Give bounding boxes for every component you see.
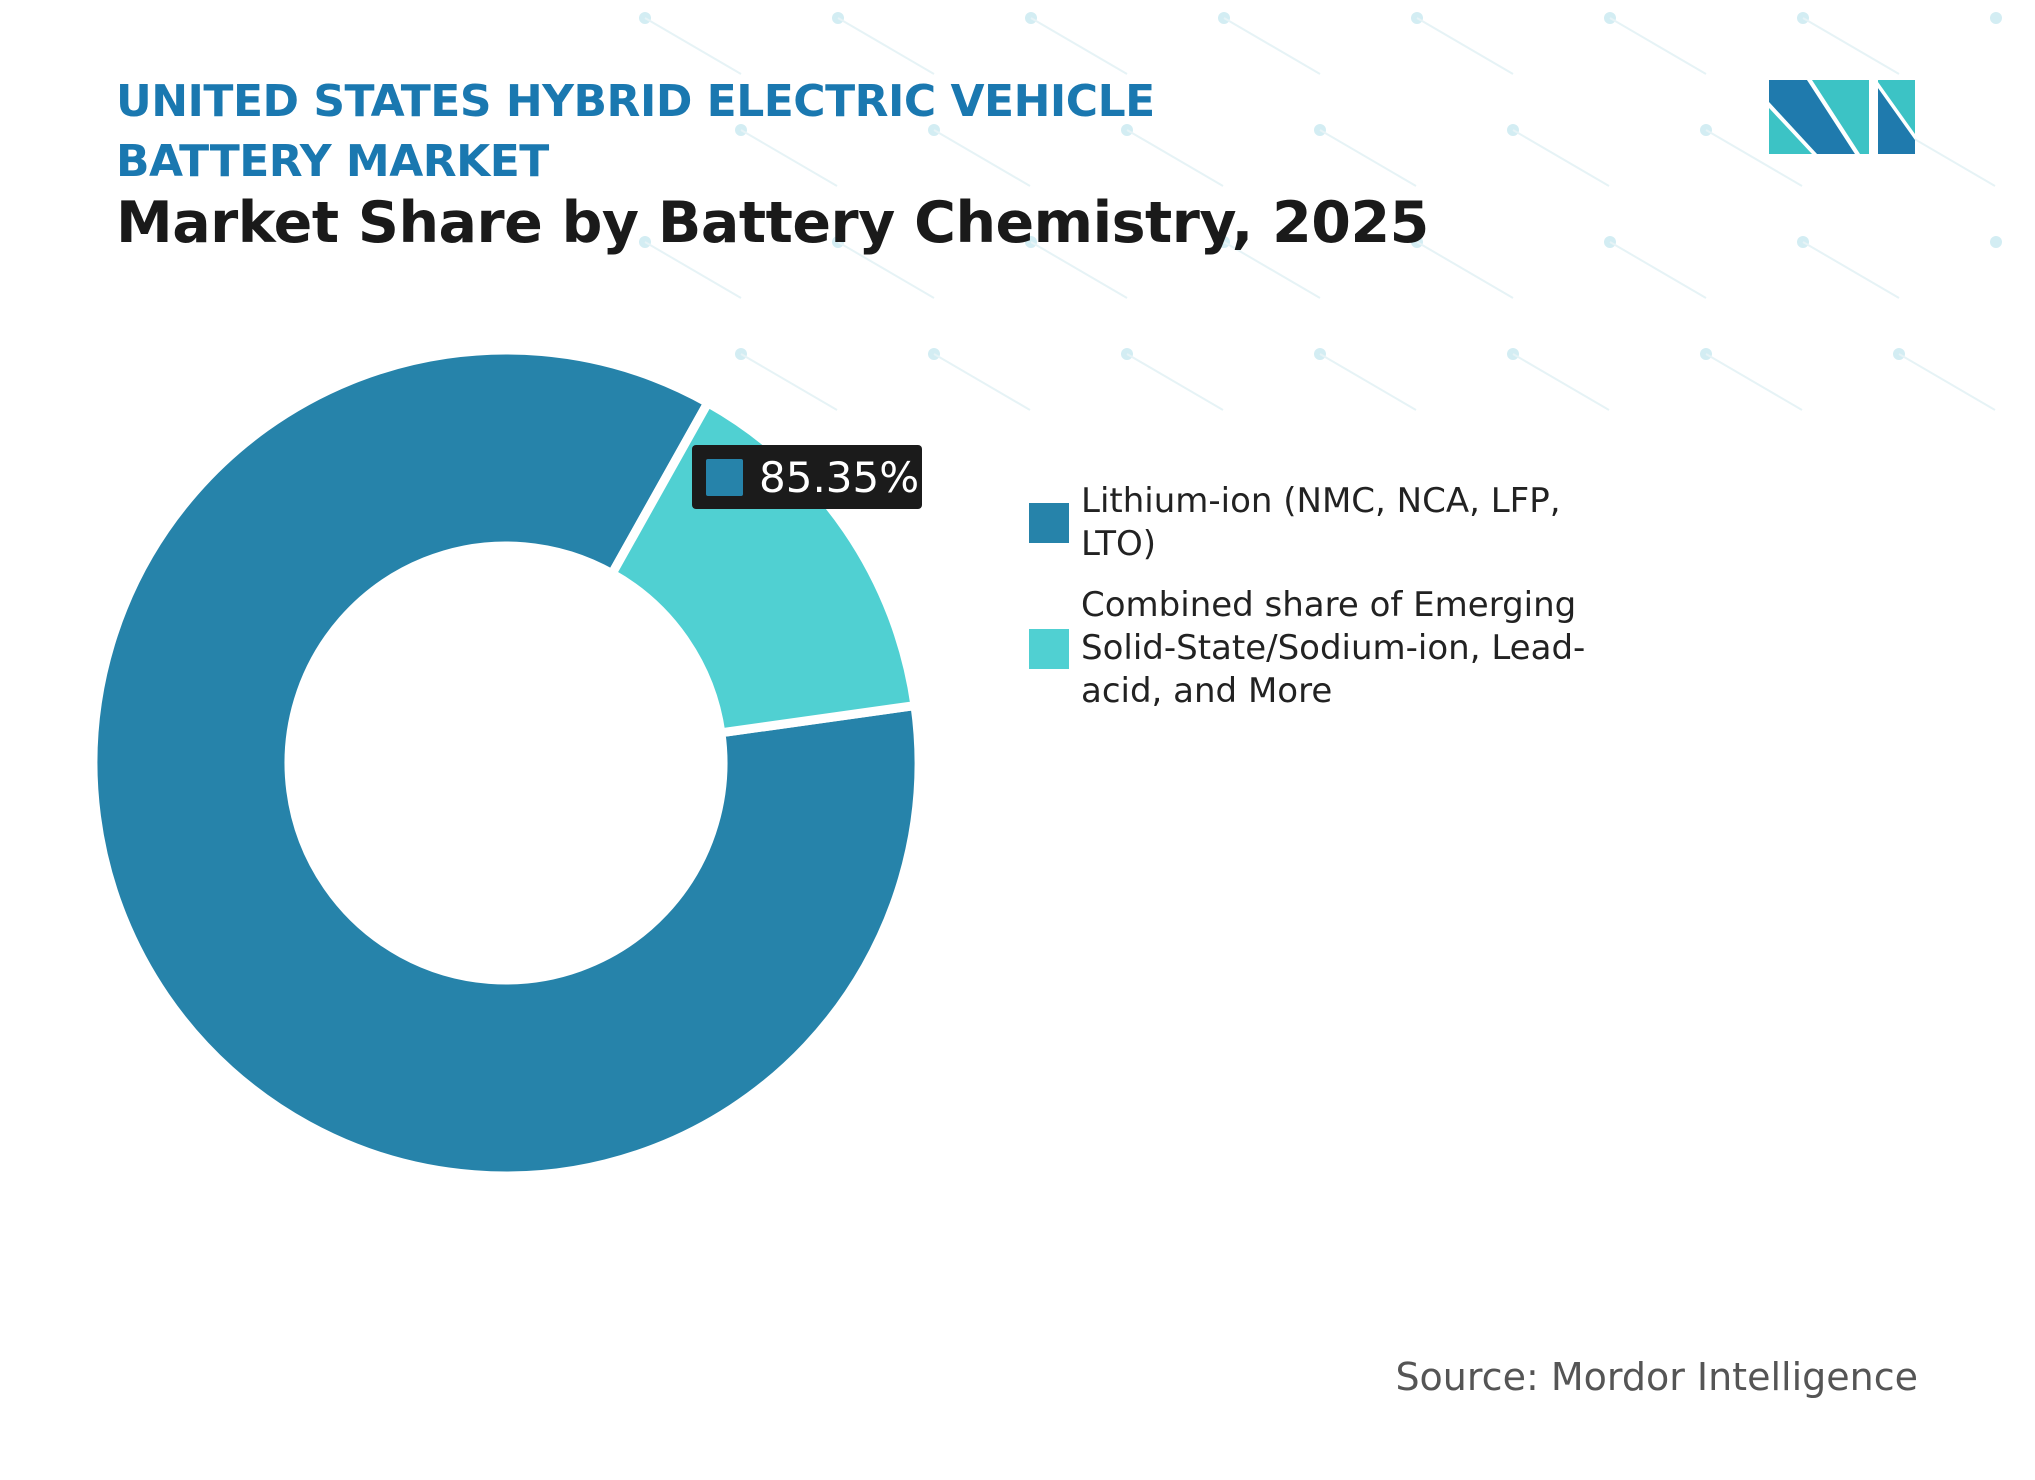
pattern-line [1126, 129, 1224, 187]
pattern-line [837, 17, 935, 75]
data-label-tooltip: 85.35% [692, 445, 922, 509]
pattern-line [1705, 129, 1803, 187]
tooltip-value: 85.35% [759, 452, 920, 502]
pattern-dot [1990, 236, 2002, 248]
chart-title: UNITED STATES HYBRID ELECTRIC VEHICLE BA… [116, 76, 1155, 187]
pattern-line [1223, 17, 1321, 75]
pattern-line [1512, 129, 1610, 187]
chart-subtitle: Market Share by Battery Chemistry, 2025 [116, 190, 1429, 256]
donut-slice[interactable] [88, 345, 924, 1181]
legend: Lithium-ion (NMC, NCA, LFP, LTO) Combine… [1029, 480, 1629, 731]
tooltip-swatch [706, 458, 743, 496]
pattern-line [837, 241, 935, 299]
mordor-logo [1769, 80, 1915, 154]
legend-item[interactable]: Lithium-ion (NMC, NCA, LFP, LTO) [1029, 480, 1629, 566]
pattern-line [740, 353, 838, 411]
pattern-line [1898, 353, 1996, 411]
pattern-line [644, 17, 742, 75]
pattern-line [933, 353, 1031, 411]
legend-item[interactable]: Combined share of Emerging Solid-State/S… [1029, 584, 1629, 713]
pattern-line [1898, 129, 1996, 187]
pattern-line [1512, 353, 1610, 411]
pattern-line [1319, 353, 1417, 411]
pattern-line [1609, 17, 1707, 75]
pattern-line [1609, 241, 1707, 299]
pattern-line [740, 129, 838, 187]
legend-label: Combined share of Emerging Solid-State/S… [1081, 585, 1586, 711]
pattern-line [1802, 17, 1900, 75]
pattern-line [1416, 241, 1514, 299]
legend-label: Lithium-ion (NMC, NCA, LFP, LTO) [1081, 481, 1561, 564]
pattern-line [1416, 17, 1514, 75]
pattern-line [644, 241, 742, 299]
donut-chart [88, 345, 924, 1181]
pattern-dot [1990, 12, 2002, 24]
pattern-line [1802, 241, 1900, 299]
source-note: Source: Mordor Intelligence [1395, 1355, 1918, 1399]
pattern-line [1030, 241, 1128, 299]
pattern-line [1705, 353, 1803, 411]
legend-swatch [1029, 628, 1069, 669]
pattern-line [933, 129, 1031, 187]
legend-swatch [1029, 503, 1069, 543]
background-hex-pattern [639, 12, 2002, 411]
pattern-line [1030, 17, 1128, 75]
pattern-line [1126, 353, 1224, 411]
pattern-line [1223, 241, 1321, 299]
pattern-line [1319, 129, 1417, 187]
